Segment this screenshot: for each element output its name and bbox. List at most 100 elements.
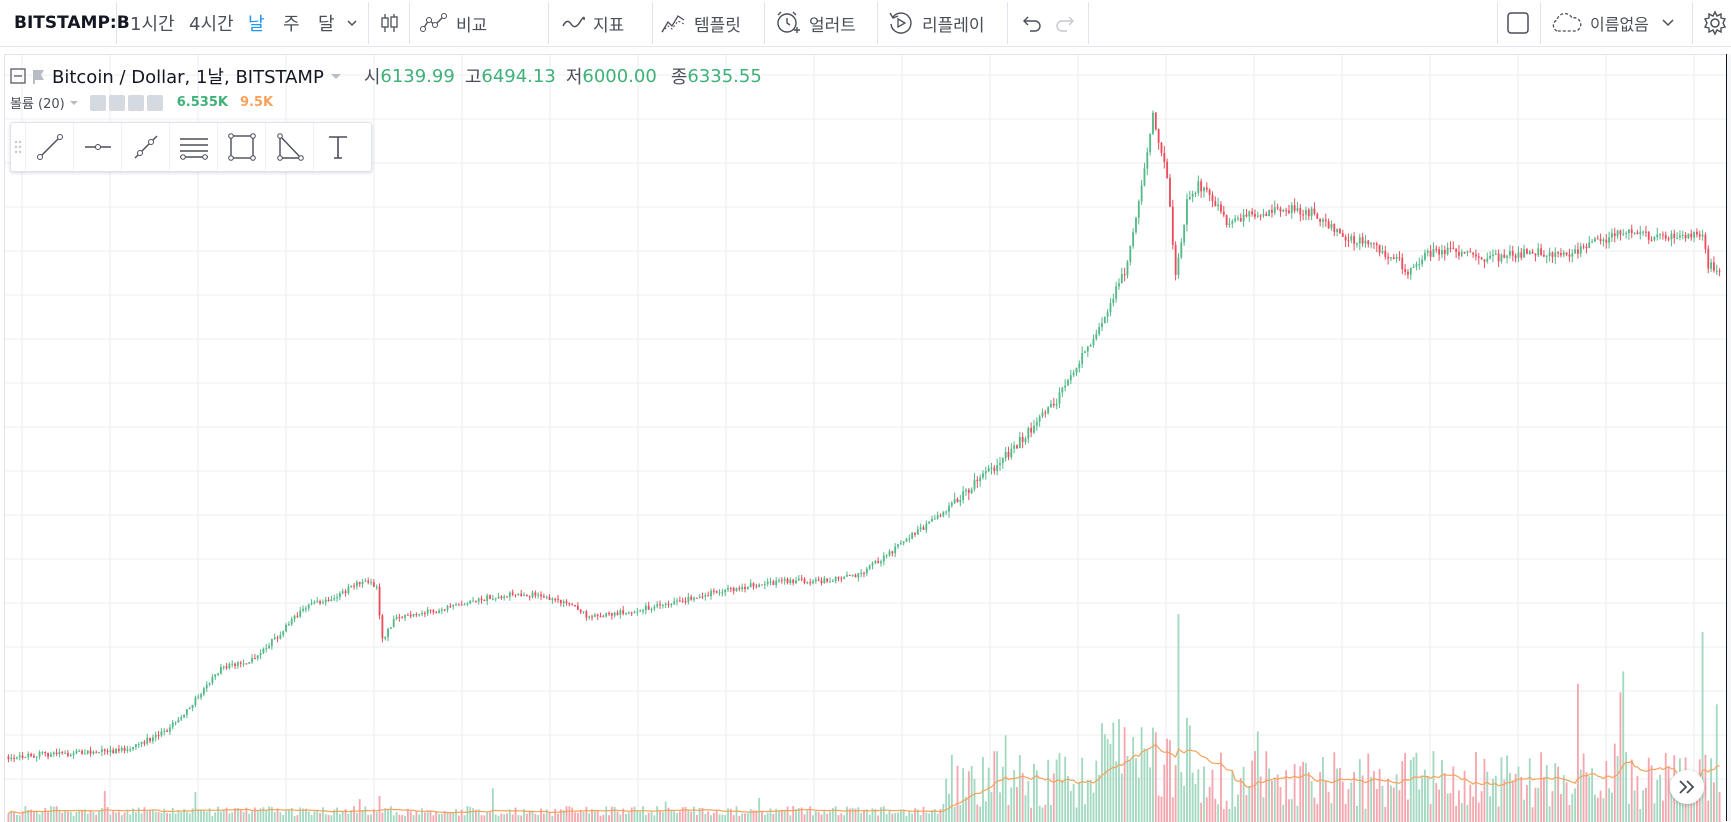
interval-month[interactable]: 달	[318, 0, 335, 46]
candle-body	[500, 596, 503, 599]
candle-body	[1313, 208, 1316, 214]
candle-body	[542, 596, 545, 598]
volume-bar	[415, 811, 418, 822]
volume-bar	[30, 809, 33, 822]
horizontal-ray-tool[interactable]	[73, 123, 121, 171]
ray-tool[interactable]	[121, 123, 169, 171]
volume-bar	[775, 808, 778, 822]
chart-pane[interactable]	[4, 54, 1731, 822]
caret-down-icon[interactable]	[68, 98, 80, 108]
volume-bar	[1486, 771, 1489, 822]
parallel-channel-tool[interactable]	[169, 123, 217, 171]
candle-body	[497, 596, 500, 599]
candle-body	[1118, 283, 1120, 287]
candle-body	[1279, 208, 1282, 212]
volume-bar	[1642, 790, 1645, 822]
triangle-tool[interactable]	[265, 123, 313, 171]
candle-body	[1177, 257, 1180, 275]
interval-week[interactable]: 주	[283, 0, 300, 46]
volume-bar	[151, 809, 154, 822]
high-key: 고	[464, 67, 482, 88]
volume-bar	[1129, 759, 1132, 822]
candle-body	[1064, 385, 1067, 388]
symbol-search[interactable]: BITSTAMP:B	[14, 0, 130, 46]
gear-icon[interactable]	[108, 94, 125, 111]
volume-bar	[367, 815, 370, 822]
interval-1h[interactable]: 1시간	[130, 0, 175, 46]
volume-bar	[1625, 751, 1628, 822]
volume-bar	[1670, 785, 1673, 822]
price-chart[interactable]	[5, 55, 1727, 822]
caret-down-icon[interactable]	[328, 70, 344, 82]
divider	[1007, 2, 1008, 44]
interval-day[interactable]: 날	[248, 0, 265, 46]
alert-button[interactable]: 얼러트	[775, 0, 856, 46]
candle-body	[41, 751, 44, 753]
redo-button[interactable]	[1055, 0, 1077, 46]
volume-bar	[279, 812, 282, 822]
volume-bar	[344, 809, 347, 822]
close-icon[interactable]	[146, 94, 163, 111]
flag-icon[interactable]	[32, 68, 46, 84]
candle-body	[333, 598, 336, 600]
candle-body	[100, 749, 103, 752]
volume-bar	[1381, 785, 1384, 822]
templates-button[interactable]: 템플릿	[660, 0, 741, 46]
drag-handle[interactable]	[11, 123, 25, 171]
interval-dropdown[interactable]	[345, 0, 359, 46]
candle-body	[763, 584, 766, 586]
rectangle-tool[interactable]	[217, 123, 265, 171]
save-layout-button[interactable]: 이름없음	[1550, 0, 1677, 46]
chart-type-button[interactable]	[379, 0, 399, 46]
candle-body	[534, 592, 537, 596]
volume-bar	[273, 812, 276, 822]
candle-body	[1146, 152, 1149, 169]
interval-4h[interactable]: 4시간	[189, 0, 234, 46]
candle-body	[1577, 249, 1579, 254]
collapse-icon[interactable]	[10, 68, 26, 84]
eye-icon[interactable]	[89, 94, 106, 111]
plus-icon[interactable]	[127, 94, 144, 111]
volume-bar	[1599, 790, 1602, 822]
candle-body	[1149, 133, 1152, 153]
volume-bar	[242, 812, 245, 822]
fullscreen-button[interactable]	[1506, 0, 1530, 46]
settings-button[interactable]	[1702, 0, 1728, 46]
divider	[1540, 2, 1541, 44]
square-icon	[1507, 12, 1529, 34]
candle-body	[123, 747, 126, 751]
trend-line-tool[interactable]	[25, 123, 73, 171]
candle-body	[1565, 252, 1568, 255]
divider	[1088, 2, 1089, 44]
volume-bar	[1089, 779, 1092, 822]
candle-body	[1033, 425, 1035, 433]
candle-body	[1214, 201, 1217, 207]
text-tool[interactable]	[313, 123, 361, 171]
volume-bar	[914, 808, 916, 822]
scroll-to-realtime-button[interactable]	[1670, 770, 1704, 804]
candle-body	[367, 580, 370, 583]
volume-bar	[956, 765, 959, 822]
volume-bar	[562, 810, 565, 822]
volume-bar	[772, 814, 775, 822]
volume-bar	[1401, 761, 1404, 822]
candle-body	[812, 581, 814, 584]
replay-button[interactable]: 리플레이	[888, 0, 985, 46]
volume-bar	[585, 806, 588, 822]
volume-bar	[1409, 759, 1412, 822]
price-scale-edge[interactable]	[1726, 54, 1731, 821]
compare-button[interactable]: 비교	[420, 0, 487, 46]
volume-bar	[1497, 806, 1500, 822]
volume-bar	[126, 809, 129, 822]
volume-bar	[1494, 775, 1497, 822]
volume-bar	[1290, 799, 1293, 822]
volume-bar	[1681, 799, 1684, 822]
candle-body	[562, 601, 565, 604]
volume-bar	[268, 806, 270, 822]
indicators-button[interactable]: 지표	[561, 0, 624, 46]
candle-body	[517, 593, 520, 596]
rectangle-icon	[227, 133, 256, 161]
undo-button[interactable]	[1020, 0, 1042, 46]
candle-body	[157, 734, 160, 736]
candle-body	[1599, 238, 1602, 242]
